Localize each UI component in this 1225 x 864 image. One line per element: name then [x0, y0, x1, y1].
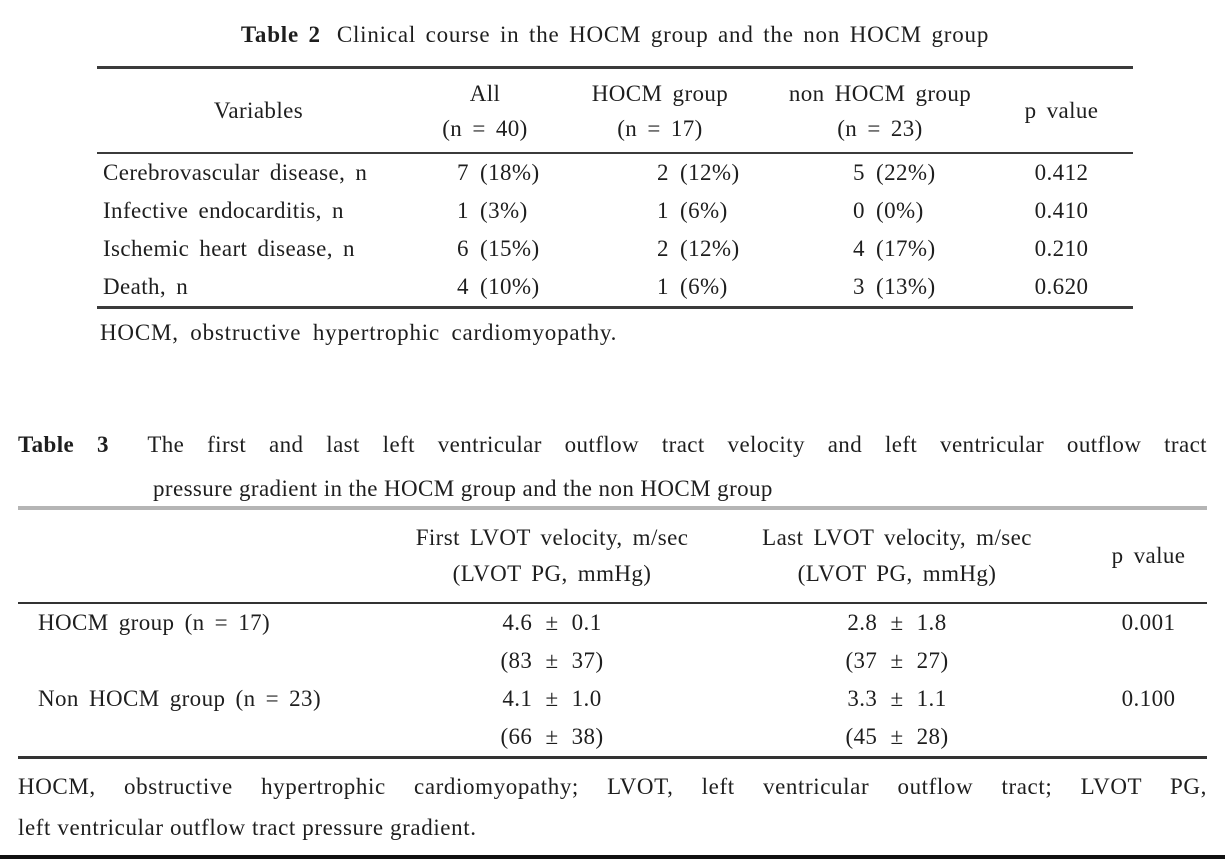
table3-footnote-line1: HOCM, obstructive hypertrophic cardiomyo…	[18, 774, 1207, 799]
table2-footnote: HOCM, obstructive hypertrophic cardiomyo…	[100, 320, 618, 345]
cell-hocm: 1 (6%)	[657, 274, 728, 299]
table2-header-non-hocm: non HOCM group (n = 23)	[770, 67, 990, 154]
cell-all: 4 (10%)	[457, 274, 540, 299]
header-line: First LVOT velocity, m/sec	[415, 525, 689, 550]
table2-header-row: Variables All (n = 40) HOCM group (n = 1…	[97, 67, 1133, 154]
pressure-gradient-value: (37 ± 27)	[845, 648, 949, 673]
cell-first-velocity: 4.1 ± 1.0 (66 ± 38)	[400, 680, 704, 758]
cell-pvalue: 0.412	[1034, 160, 1089, 185]
table2-header-variables: Variables	[97, 67, 420, 154]
cell-last-velocity: 2.8 ± 1.8 (37 ± 27)	[704, 603, 1090, 680]
table2-row-death: Death, n 4 (10%) 1 (6%) 3 (13%) 0.620	[97, 268, 1133, 308]
table2-caption: Table 2 Clinical course in the HOCM group…	[97, 22, 1133, 48]
table3-row-non-hocm: Non HOCM group (n = 23) 4.1 ± 1.0 (66 ± …	[18, 680, 1207, 758]
row-label: HOCM group (n = 17)	[18, 603, 400, 680]
cell-pvalue: 0.410	[1034, 198, 1089, 223]
header-line: All	[469, 80, 501, 106]
cell-pvalue: 0.210	[1034, 236, 1089, 261]
table2-row-endocarditis: Infective endocarditis, n 1 (3%) 1 (6%) …	[97, 192, 1133, 230]
table2-header-hocm: HOCM group (n = 17)	[550, 67, 770, 154]
header-subline: (LVOT PG, mmHg)	[452, 561, 652, 586]
cell-first-velocity: 4.6 ± 0.1 (83 ± 37)	[400, 603, 704, 680]
table3-header-pvalue: p value	[1090, 508, 1207, 604]
table2-caption-label: Table 2	[240, 22, 321, 47]
header-subline: (n = 23)	[837, 115, 923, 141]
table3-footnote: HOCM, obstructive hypertrophic cardiomyo…	[18, 766, 1207, 848]
cell-pvalue: 0.620	[1034, 274, 1089, 299]
table2: Variables All (n = 40) HOCM group (n = 1…	[97, 66, 1133, 309]
pvalue-text: 0.001	[1121, 610, 1176, 635]
cell-non-hocm: 4 (17%)	[853, 236, 936, 261]
cell-all: 7 (18%)	[457, 160, 540, 185]
cell-hocm: 2 (12%)	[657, 236, 740, 261]
pressure-gradient-value: (45 ± 28)	[845, 724, 949, 749]
cell-non-hocm: 0 (0%)	[853, 198, 924, 223]
cell-all: 1 (3%)	[457, 198, 528, 223]
pressure-gradient-value: (83 ± 37)	[500, 648, 604, 673]
row-label: Infective endocarditis, n	[103, 198, 344, 223]
cell-pvalue: 0.100	[1090, 680, 1207, 758]
row-label: Death, n	[103, 274, 189, 299]
cell-all: 6 (15%)	[457, 236, 540, 261]
pvalue-text: 0.100	[1121, 686, 1176, 711]
header-line: non HOCM group	[788, 80, 972, 106]
row-label: Ischemic heart disease, n	[103, 236, 355, 261]
table3-header-empty	[18, 508, 400, 604]
group-label: Non HOCM group (n = 23)	[38, 686, 322, 711]
header-subline: (LVOT PG, mmHg)	[797, 561, 997, 586]
velocity-value: 4.6 ± 0.1	[502, 610, 602, 635]
cell-pvalue: 0.001	[1090, 603, 1207, 680]
table3-caption-label: Table 3	[18, 432, 109, 457]
page-bottom-rule	[0, 855, 1225, 859]
row-label: Cerebrovascular disease, n	[103, 160, 368, 185]
row-label: Non HOCM group (n = 23)	[18, 680, 400, 758]
table2-header-pvalue: p value	[990, 67, 1133, 154]
velocity-value: 3.3 ± 1.1	[847, 686, 947, 711]
header-subline: (n = 40)	[442, 115, 528, 141]
cell-hocm: 2 (12%)	[657, 160, 740, 185]
header-subline: (n = 17)	[617, 115, 703, 141]
table3-caption-line2: pressure gradient in the HOCM group and …	[153, 476, 773, 501]
table2-header-all: All (n = 40)	[420, 67, 550, 154]
table3-caption: Table 3 The first and last left ventricu…	[18, 423, 1207, 511]
table3-header-row: First LVOT velocity, m/sec (LVOT PG, mmH…	[18, 508, 1207, 604]
table3-header-first-lvot: First LVOT velocity, m/sec (LVOT PG, mmH…	[400, 508, 704, 604]
table3-footnote-line2: left ventricular outflow tract pressure …	[18, 815, 477, 840]
header-line: HOCM group	[591, 80, 729, 106]
cell-non-hocm: 3 (13%)	[853, 274, 936, 299]
table2-row-cerebrovascular: Cerebrovascular disease, n 7 (18%) 2 (12…	[97, 153, 1133, 192]
table3-row-hocm: HOCM group (n = 17) 4.6 ± 0.1 (83 ± 37) …	[18, 603, 1207, 680]
header-line: Last LVOT velocity, m/sec	[762, 525, 1032, 550]
table2-caption-text: Clinical course in the HOCM group and th…	[336, 22, 990, 47]
table2-row-ischemic: Ischemic heart disease, n 6 (15%) 2 (12%…	[97, 230, 1133, 268]
cell-last-velocity: 3.3 ± 1.1 (45 ± 28)	[704, 680, 1090, 758]
cell-hocm: 1 (6%)	[657, 198, 728, 223]
cell-non-hocm: 5 (22%)	[853, 160, 936, 185]
group-label: HOCM group (n = 17)	[38, 610, 271, 635]
table3-caption-line1: Table 3 The first and last left ventricu…	[18, 423, 1207, 467]
table3: First LVOT velocity, m/sec (LVOT PG, mmH…	[18, 506, 1207, 759]
pressure-gradient-value: (66 ± 38)	[500, 724, 604, 749]
velocity-value: 4.1 ± 1.0	[502, 686, 602, 711]
table3-caption-text: The first and last left ventricular outf…	[147, 432, 1207, 457]
velocity-value: 2.8 ± 1.8	[847, 610, 947, 635]
table3-header-last-lvot: Last LVOT velocity, m/sec (LVOT PG, mmHg…	[704, 508, 1090, 604]
